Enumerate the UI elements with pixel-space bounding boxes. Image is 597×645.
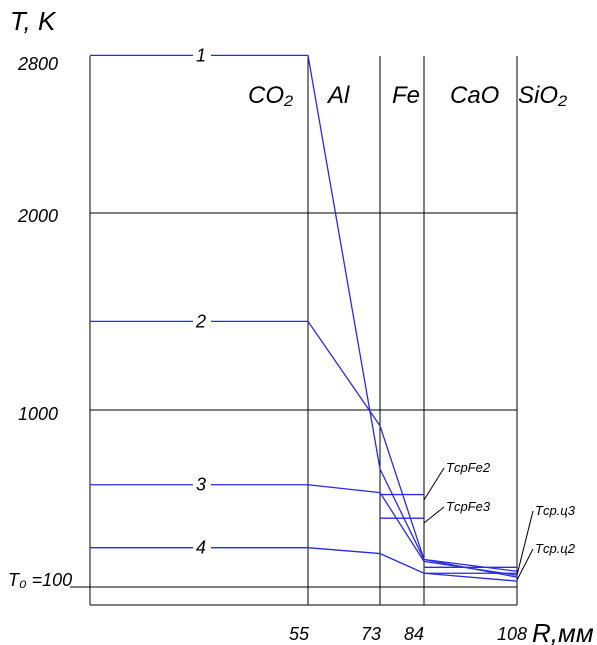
- level-leader-3: [516, 510, 534, 576]
- level-leader-2: [423, 506, 445, 524]
- curve-label-4: 4: [196, 538, 206, 558]
- level-label-1: TсрFe2: [446, 460, 491, 475]
- zone-label-3: Fe: [392, 82, 420, 109]
- zone-label-5: SiO₂: [518, 82, 567, 109]
- plot-frame: [89, 56, 518, 606]
- zone-label-2: Al: [326, 82, 350, 109]
- level-label-4: Tср.ц2: [535, 541, 576, 556]
- y-tick-label-2: 2000: [17, 206, 58, 226]
- curve-label-1: 1: [196, 45, 206, 65]
- curve-4: [90, 547, 518, 582]
- level-label-2: TсрFe3: [446, 499, 491, 514]
- level-label-3: Tср.ц3: [535, 503, 576, 518]
- x-tick-label-2: 73: [361, 624, 381, 644]
- y-tick-label-3: 1000: [18, 404, 58, 424]
- x-tick-label-4: 108: [497, 624, 527, 644]
- y-tick-label-1: 2800: [17, 54, 58, 74]
- level-leader-4: [516, 548, 534, 581]
- curve-3: [90, 484, 518, 576]
- x-axis-label: R,мм: [532, 618, 594, 645]
- curve-label-bg-2: [193, 310, 211, 331]
- curve-label-3: 3: [196, 475, 206, 495]
- zone-labels: CO₂ Al Fe CaO SiO₂: [248, 82, 567, 109]
- y-tick-label-4: T₀ =100: [8, 570, 72, 590]
- curve-label-bg-4: [193, 536, 211, 557]
- curve-label-bg-1: [193, 44, 211, 65]
- y-axis-label: T, K: [10, 6, 57, 36]
- tick-labels: 2800 2000 1000 T₀ =100 55 73 84 108: [8, 54, 527, 644]
- curve-label-bg-3: [193, 473, 211, 494]
- x-tick-label-3: 84: [404, 624, 424, 644]
- curve-label-2: 2: [195, 311, 206, 331]
- grid-lines: [70, 56, 517, 605]
- x-tick-label-1: 55: [289, 624, 310, 644]
- curve-1: [90, 54, 518, 572]
- level-lines: TсрFe2 TсрFe3 Tср.ц3 Tср.ц2: [380, 460, 576, 581]
- curve-2: [90, 320, 518, 578]
- zone-label-4: CaO: [450, 82, 499, 109]
- level-leader-1: [423, 467, 445, 501]
- zone-label-1: CO₂: [248, 82, 293, 109]
- curves: 1 2 3 4: [90, 44, 518, 582]
